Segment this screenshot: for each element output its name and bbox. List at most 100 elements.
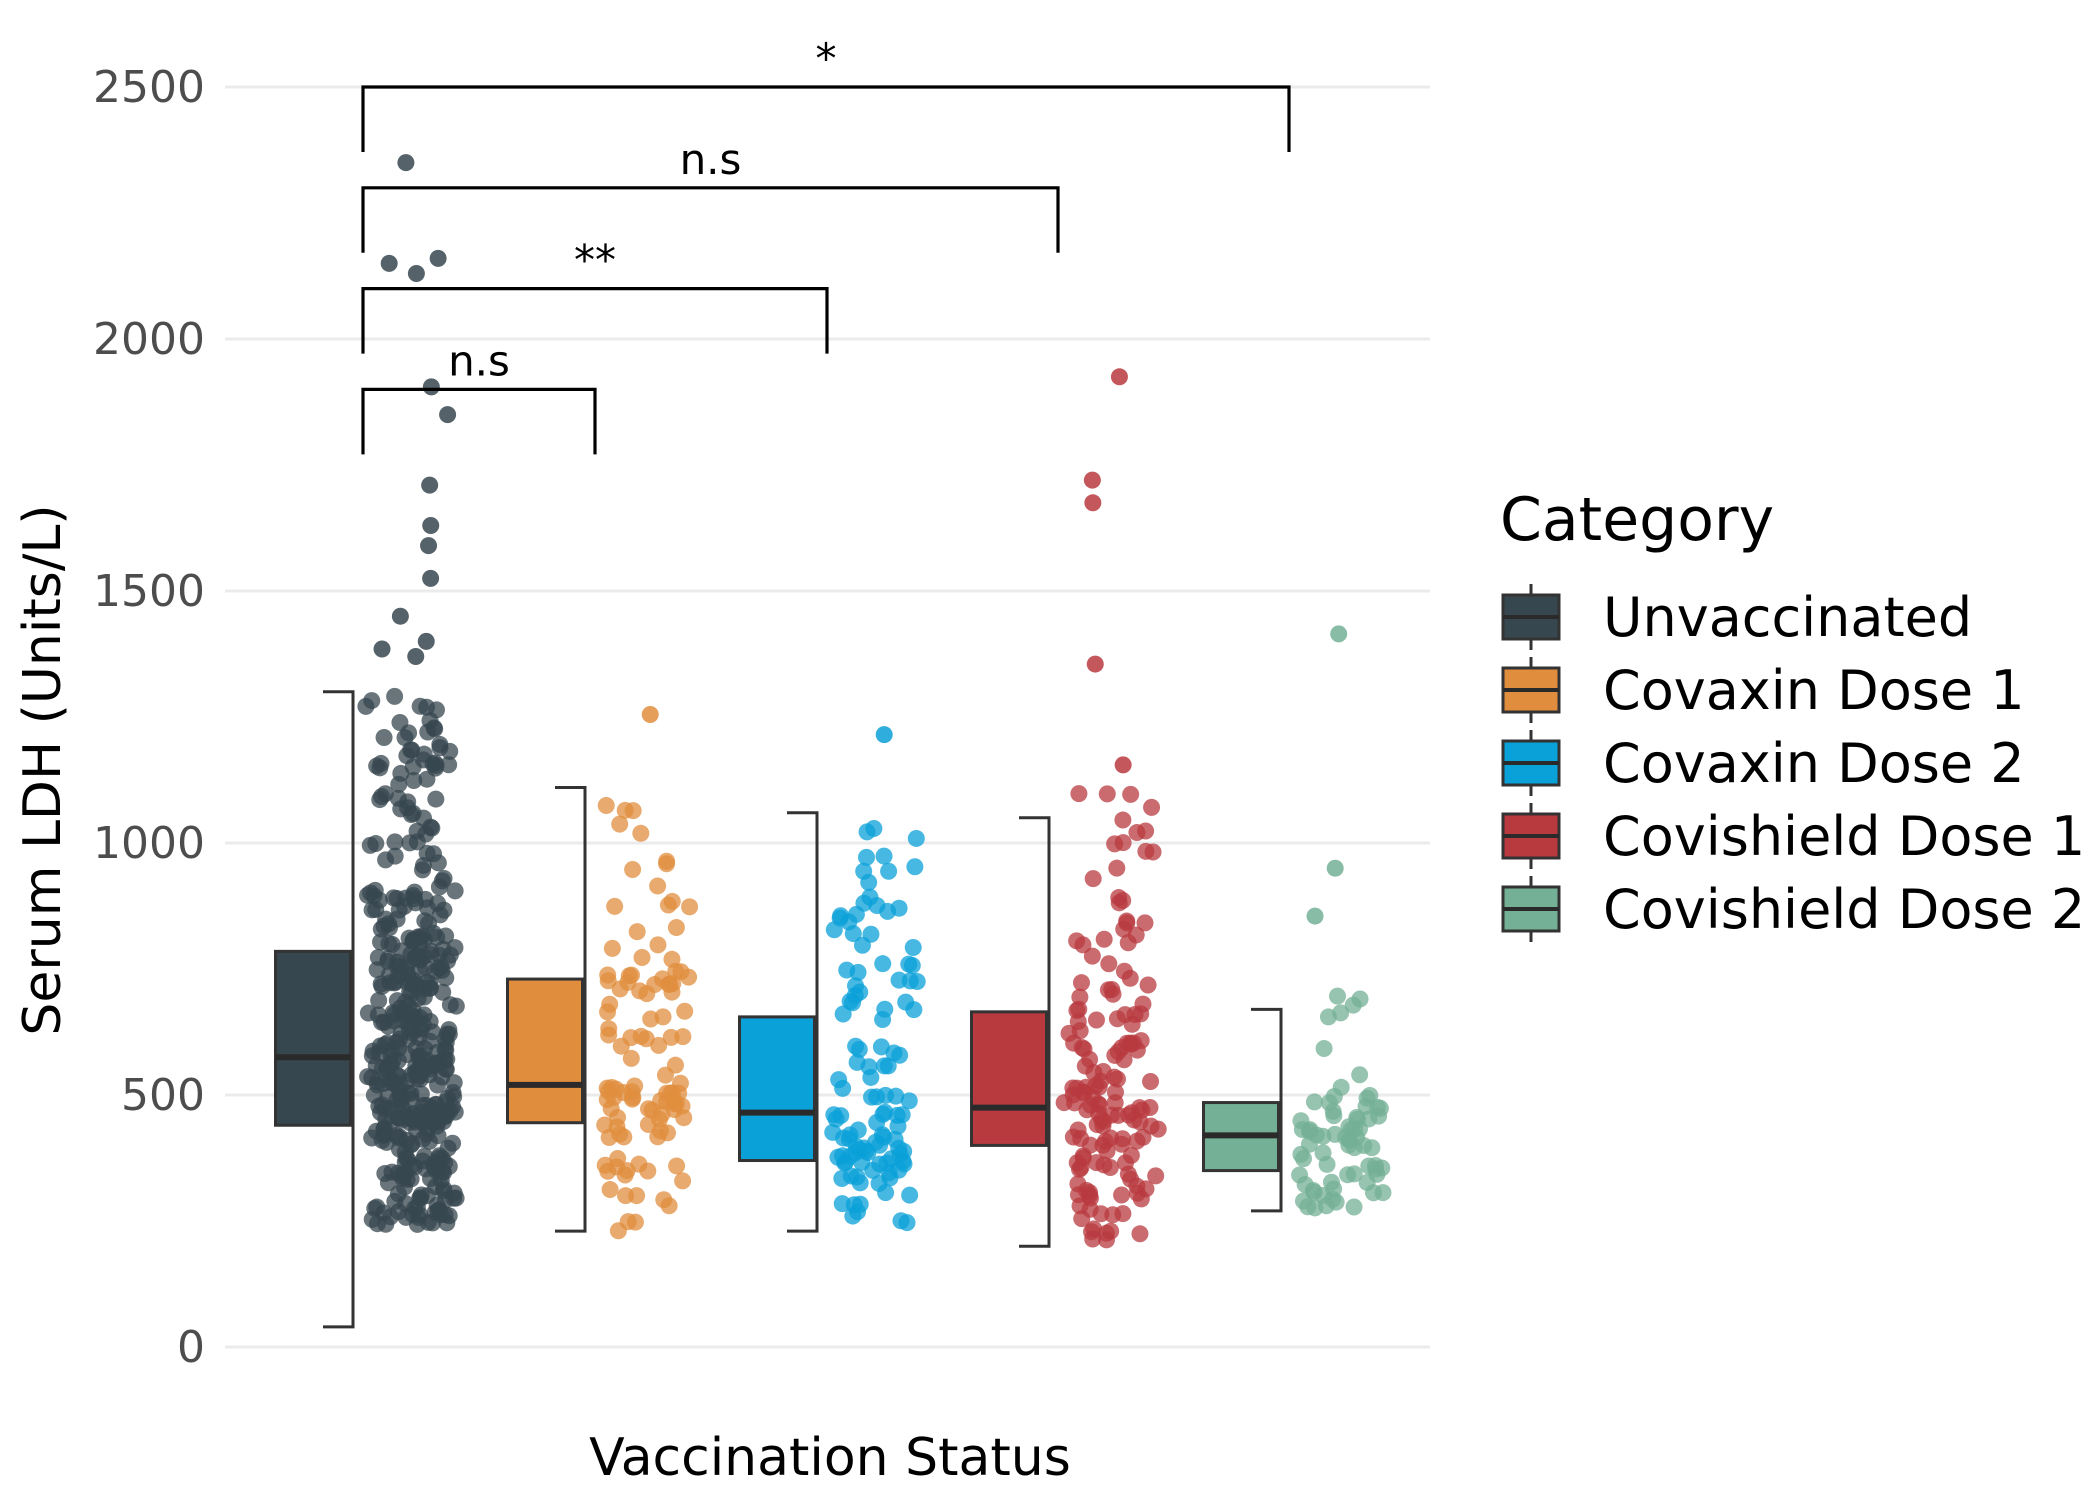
jitter-point: [1136, 914, 1154, 932]
jitter-point: [1125, 1111, 1143, 1129]
jitter-point: [1113, 1186, 1131, 1204]
jitter-point: [429, 1076, 447, 1094]
outlier-point: [1086, 655, 1104, 673]
jitter-point: [868, 897, 886, 915]
legend-item: Covaxin Dose 2: [1501, 730, 2025, 796]
box: [274, 949, 352, 1127]
jitter-point: [878, 1154, 896, 1172]
box: [506, 977, 584, 1125]
jitter-point: [1070, 1186, 1088, 1204]
outlier-point: [407, 264, 425, 282]
jitter-point: [859, 1144, 877, 1162]
jitter-point: [1319, 1008, 1337, 1026]
jitter-point: [375, 729, 393, 747]
jitter-point: [427, 1096, 445, 1114]
outlier-point: [422, 569, 440, 587]
jitter-point: [1074, 936, 1092, 954]
jitter-point: [408, 822, 426, 840]
jitter-point: [402, 1006, 420, 1024]
jitter-point: [404, 931, 422, 949]
jitter-point: [437, 927, 455, 945]
jitter-point: [440, 1025, 458, 1043]
jitter-point: [609, 1149, 627, 1167]
jitter-point: [405, 772, 423, 790]
jitter-point: [386, 847, 404, 865]
jitter-point: [1106, 1083, 1124, 1101]
outlier-point: [1084, 494, 1102, 512]
jitter-point: [1142, 1117, 1160, 1135]
jitter-point: [398, 973, 416, 991]
jitter-point: [833, 1169, 851, 1187]
box: [738, 1015, 816, 1163]
jitter-point: [385, 889, 403, 907]
jitter-point: [660, 1197, 678, 1215]
jitter-point: [1361, 1086, 1379, 1104]
jitter-point: [437, 1191, 455, 1209]
jitter-point: [445, 1074, 463, 1092]
significance-bracket: [361, 287, 829, 354]
jitter-point: [1118, 912, 1136, 930]
jitter-point: [603, 939, 621, 957]
jitter-point: [649, 936, 667, 954]
jitter-point: [1119, 934, 1137, 952]
jitter-point: [906, 858, 924, 876]
jitter-point: [1070, 1000, 1088, 1018]
significance-bracket: [361, 85, 1291, 152]
jitter-point: [1102, 1106, 1120, 1124]
y-tick-label: 0: [177, 1322, 205, 1373]
jitter-point: [872, 1038, 890, 1056]
jitter-point: [1147, 1167, 1165, 1185]
y-tick-labels: 0 500 1000 1500 2000 2500: [93, 62, 205, 1373]
outlier-point: [420, 537, 438, 555]
jitter-point: [367, 900, 385, 918]
jitter-point: [1345, 1165, 1363, 1183]
jitter-point: [628, 923, 646, 941]
jitter-point: [407, 894, 425, 912]
jitter-point: [1121, 1034, 1139, 1052]
legend-label: Covaxin Dose 1: [1603, 659, 2025, 722]
jitter-point: [907, 829, 925, 847]
jitter-point: [620, 967, 638, 985]
jitter-point: [411, 1067, 429, 1085]
jitter-point: [1074, 1149, 1092, 1167]
jitter-point: [643, 1101, 661, 1119]
jitter-point: [619, 1213, 637, 1231]
outlier-point: [875, 726, 893, 744]
jitter-point: [1095, 1156, 1113, 1174]
jitter-point: [1060, 1024, 1078, 1042]
jitter-point: [1345, 1198, 1363, 1216]
jitter-point: [1374, 1184, 1392, 1202]
jitter-point: [601, 995, 619, 1013]
jitter-point: [1351, 1066, 1369, 1084]
jitter-point: [373, 1096, 391, 1114]
jitter-point: [386, 687, 404, 705]
legend-label: Unvaccinated: [1603, 586, 1972, 649]
jitter-point: [398, 1170, 416, 1188]
jitter-point: [390, 775, 408, 793]
jitter-point: [624, 860, 642, 878]
jitter-point: [359, 1004, 377, 1022]
jitter-point: [673, 1097, 691, 1115]
jitter-point: [1315, 1040, 1333, 1058]
jitter-point: [437, 969, 455, 987]
jitter-point: [1131, 1225, 1149, 1243]
jitter-point: [1291, 1166, 1309, 1184]
significance-brackets: n.s ** n.s *: [361, 34, 1291, 455]
outlier-point: [429, 249, 447, 267]
whisker: [787, 811, 819, 1233]
jitter-point: [420, 914, 438, 932]
legend-title: Category: [1500, 485, 1774, 555]
jitter-point: [847, 1037, 865, 1055]
jitter-point: [900, 1092, 918, 1110]
jitter-point: [844, 925, 862, 943]
jitter-point: [628, 1187, 646, 1205]
jitter-point: [418, 1109, 436, 1127]
jitter-point: [1090, 1078, 1108, 1096]
jitter-point: [414, 1130, 432, 1148]
jitter-point: [436, 1205, 454, 1223]
jitter-point: [853, 936, 871, 954]
jitter-point: [1106, 1046, 1124, 1064]
outlier-point: [1306, 907, 1324, 925]
jitter-point: [681, 898, 699, 916]
jitter-point: [1325, 1087, 1343, 1105]
